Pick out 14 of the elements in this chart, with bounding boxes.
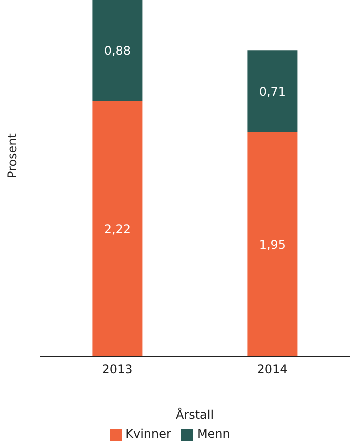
bar — [92, 0, 143, 102]
bar — [92, 101, 143, 357]
y-axis-title: Prosent — [5, 133, 20, 178]
legend-label: Kvinner — [126, 427, 172, 441]
legend-label: Menn — [197, 427, 230, 441]
data-label: 0,88 — [104, 44, 132, 58]
data-label: 2,22 — [104, 222, 132, 236]
bar — [248, 50, 298, 132]
data-label: 1,95 — [259, 238, 286, 252]
bar — [248, 132, 298, 357]
x-tick-label: 2013 — [102, 362, 133, 377]
data-label: 0,71 — [259, 84, 286, 99]
x-axis-title: Årstall — [176, 407, 214, 422]
x-tick-label: 2014 — [257, 362, 288, 377]
